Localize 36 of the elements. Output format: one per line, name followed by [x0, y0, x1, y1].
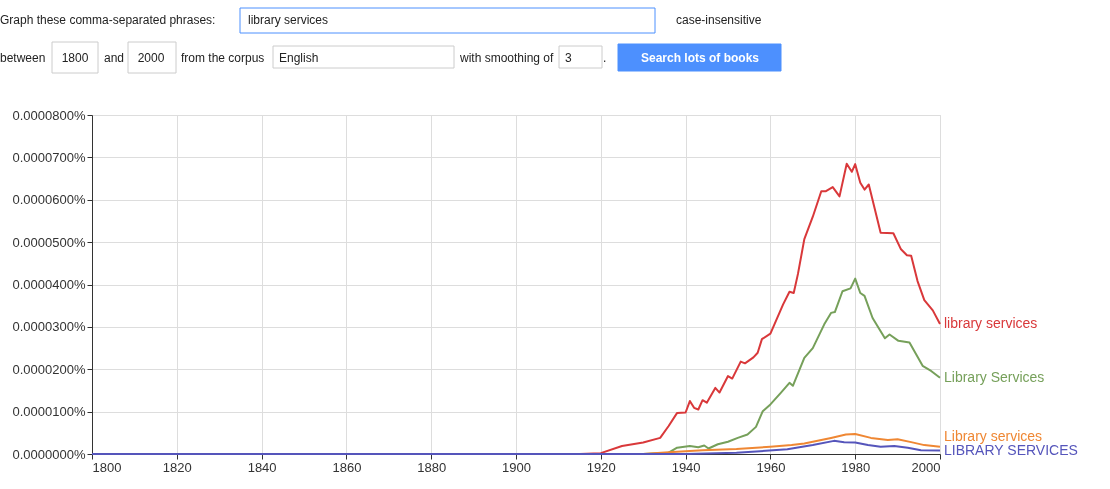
text: between — [0, 51, 46, 65]
series-label: Library Services — [944, 368, 1045, 385]
series-label: library services — [944, 314, 1038, 331]
text: and — [104, 51, 125, 65]
x-tick-label: 1960 — [756, 459, 786, 475]
y-tick-label: 0.0000500% — [12, 234, 86, 250]
y-tick-label: 0.0000800% — [12, 107, 86, 123]
y-tick-label: 0.0000300% — [12, 319, 86, 335]
text: from the corpus — [181, 51, 265, 65]
text: English — [279, 51, 319, 65]
text: Search lots of books — [640, 51, 760, 65]
text: . — [603, 51, 607, 65]
x-tick-label: 1900 — [502, 459, 531, 475]
text: case-insensitive — [676, 13, 762, 27]
x-tick-label: 1820 — [162, 459, 192, 475]
y-tick-label: 0.0000100% — [12, 404, 86, 420]
x-tick-label: 1940 — [671, 459, 701, 475]
text: 3 — [565, 51, 572, 65]
series-label: Library services — [944, 427, 1043, 444]
y-tick-label: 0.0000400% — [12, 277, 86, 292]
text: 2000 — [137, 51, 165, 65]
x-tick-label: 1800 — [92, 459, 122, 475]
text: library services — [248, 13, 329, 27]
x-tick-label: 1880 — [417, 459, 447, 475]
y-tick-label: 0.0000700% — [12, 149, 86, 165]
x-tick-label: 1920 — [586, 459, 616, 475]
x-tick-label: 1860 — [332, 459, 362, 475]
x-tick-label: 1980 — [841, 459, 871, 475]
y-tick-label: 0.0000200% — [12, 361, 86, 377]
text: Graph these comma-separated phrases: — [0, 13, 216, 27]
x-tick-label: 2000 — [911, 459, 941, 475]
x-tick-label: 1840 — [247, 459, 277, 475]
y-tick-label: 0.0000000% — [12, 446, 86, 462]
text: 1800 — [61, 51, 89, 65]
y-tick-label: 0.0000600% — [12, 192, 86, 208]
text: with smoothing of — [459, 51, 555, 65]
